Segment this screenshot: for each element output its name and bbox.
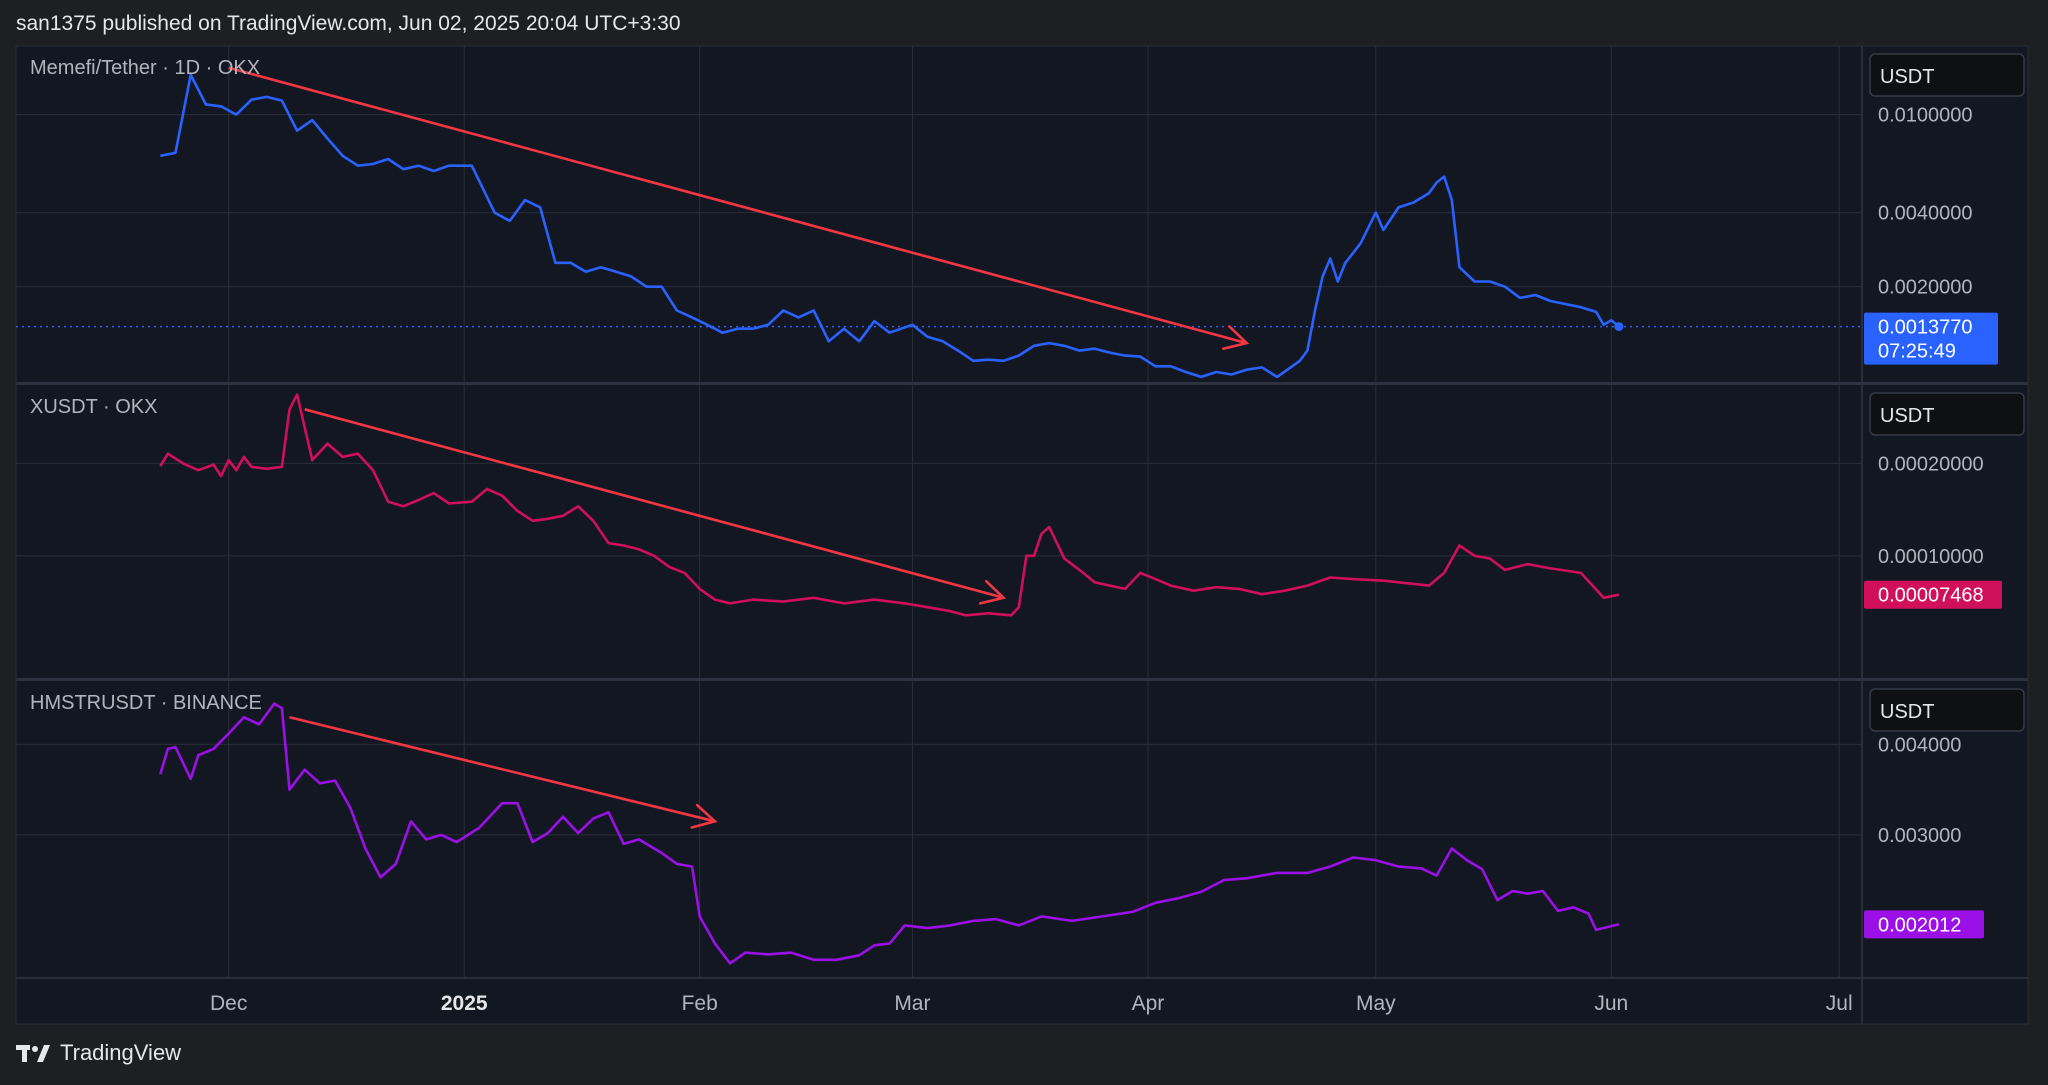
y-tick-label: 0.00020000 bbox=[1878, 453, 1984, 475]
x-tick-label: Jul bbox=[1826, 992, 1853, 1015]
y-tick-label: 0.0100000 bbox=[1878, 105, 1973, 127]
bar-countdown-label: 07:25:49 bbox=[1878, 341, 1956, 363]
x-tick-label: Jun bbox=[1594, 992, 1628, 1015]
currency-label: USDT bbox=[1880, 405, 1934, 427]
footer: TradingView bbox=[16, 1040, 181, 1066]
x-tick-label: Feb bbox=[682, 992, 718, 1015]
publish-header: san1375 published on TradingView.com, Ju… bbox=[16, 12, 681, 35]
x-tick-label: Dec bbox=[210, 992, 247, 1015]
chart-background bbox=[16, 46, 2028, 1024]
last-value-badge bbox=[1864, 580, 2002, 609]
y-tick-label: 0.0020000 bbox=[1878, 277, 1973, 299]
last-value-badge bbox=[1864, 312, 1998, 365]
x-tick-label: Mar bbox=[894, 992, 930, 1015]
trend-arrow-line[interactable] bbox=[228, 66, 1248, 345]
y-tick-label: 0.004000 bbox=[1878, 734, 1961, 756]
currency-label: USDT bbox=[1880, 701, 1934, 723]
pane-title: XUSDT · OKX bbox=[30, 396, 157, 418]
chart-border bbox=[15, 45, 2029, 1025]
y-tick-label: 0.00010000 bbox=[1878, 546, 1984, 568]
x-tick-label: 2025 bbox=[441, 992, 488, 1015]
trend-arrow-head-icon bbox=[690, 803, 718, 829]
price-series-line bbox=[160, 73, 1620, 379]
currency-label: USDT bbox=[1880, 66, 1934, 88]
footer-brand: TradingView bbox=[60, 1040, 182, 1065]
y-tick-label: 0.0040000 bbox=[1878, 203, 1973, 225]
last-value-label: 0.00007468 bbox=[1878, 585, 1984, 607]
pane-title: HMSTRUSDT · BINANCE bbox=[30, 692, 262, 714]
currency-button[interactable] bbox=[1869, 53, 2025, 97]
x-tick-label: Apr bbox=[1132, 992, 1165, 1015]
trend-arrow-head-icon bbox=[1222, 325, 1250, 350]
pane-title: Memefi/Tether · 1D · OKX bbox=[30, 57, 260, 79]
x-tick-label: May bbox=[1356, 992, 1396, 1015]
currency-button[interactable] bbox=[1869, 688, 2025, 732]
last-price-dot bbox=[1614, 322, 1624, 332]
last-value-label: 0.0013770 bbox=[1878, 317, 1973, 339]
trend-arrow-head-icon bbox=[978, 579, 1007, 605]
last-value-label: 0.002012 bbox=[1878, 914, 1961, 936]
price-series-line bbox=[159, 393, 1620, 617]
trend-arrow-line[interactable] bbox=[304, 408, 1004, 600]
pane-3[interactable]: 0.004000 0.003000 HMSTRUSDT · BINANCE USDT 0… bbox=[16, 688, 2025, 965]
y-tick-label: 0.003000 bbox=[1878, 825, 1961, 847]
pane-1[interactable]: 0.0100000 0.0040000 0.0020000 Memefi/Tether… bbox=[16, 53, 2025, 379]
trend-arrow-line[interactable] bbox=[289, 715, 716, 823]
pane-2[interactable]: 0.00020000 0.00010000 XUSDT · OKX USDT 0.000… bbox=[16, 392, 2025, 617]
price-series-line bbox=[159, 702, 1620, 965]
currency-button[interactable] bbox=[1869, 392, 2025, 436]
tradingview-logo-icon bbox=[16, 1045, 50, 1062]
last-value-badge bbox=[1864, 910, 1984, 939]
